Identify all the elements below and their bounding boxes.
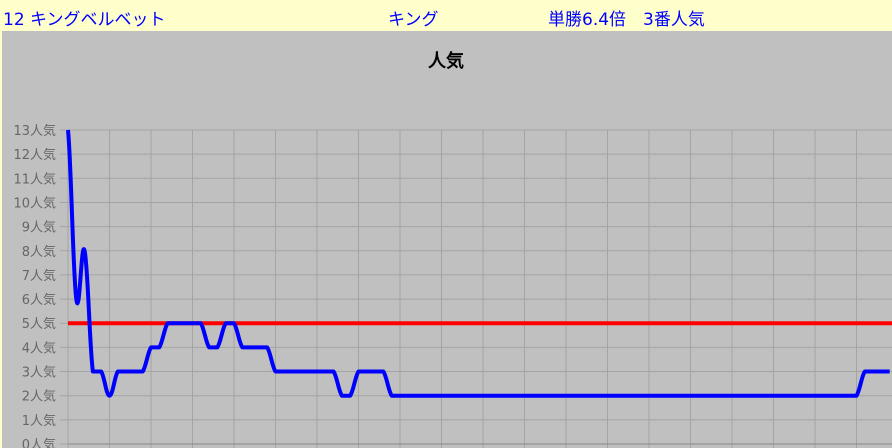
odds-info: 単勝6.4倍 3番人気 [548, 10, 705, 30]
y-tick-label: 12人気 [13, 147, 56, 163]
y-tick-label: 10人気 [13, 195, 56, 211]
chart-panel [2, 31, 892, 448]
y-tick-label: 11人気 [13, 171, 56, 187]
series-line-popularity [66, 129, 890, 398]
y-tick-label: 2人気 [22, 389, 56, 405]
horse-name: 12 キングベルベット [3, 10, 166, 30]
y-tick-label: 0人気 [22, 437, 56, 448]
y-tick-label: 8人気 [22, 244, 56, 260]
y-tick-label: 5人気 [22, 316, 56, 332]
y-tick-label: 1人気 [22, 413, 56, 429]
jockey-name: キング [388, 10, 439, 30]
chart-title: 人気 [428, 51, 464, 72]
header-bar: 12 キングベルベット キング 単勝6.4倍 3番人気 [0, 0, 892, 31]
y-tick-label: 4人気 [22, 340, 56, 356]
y-tick-label: 7人気 [22, 268, 56, 284]
y-tick-label: 13人気 [13, 123, 56, 139]
y-tick-label: 9人気 [22, 220, 56, 236]
y-tick-label: 3人気 [22, 365, 56, 381]
y-tick-label: 6人気 [22, 292, 56, 308]
